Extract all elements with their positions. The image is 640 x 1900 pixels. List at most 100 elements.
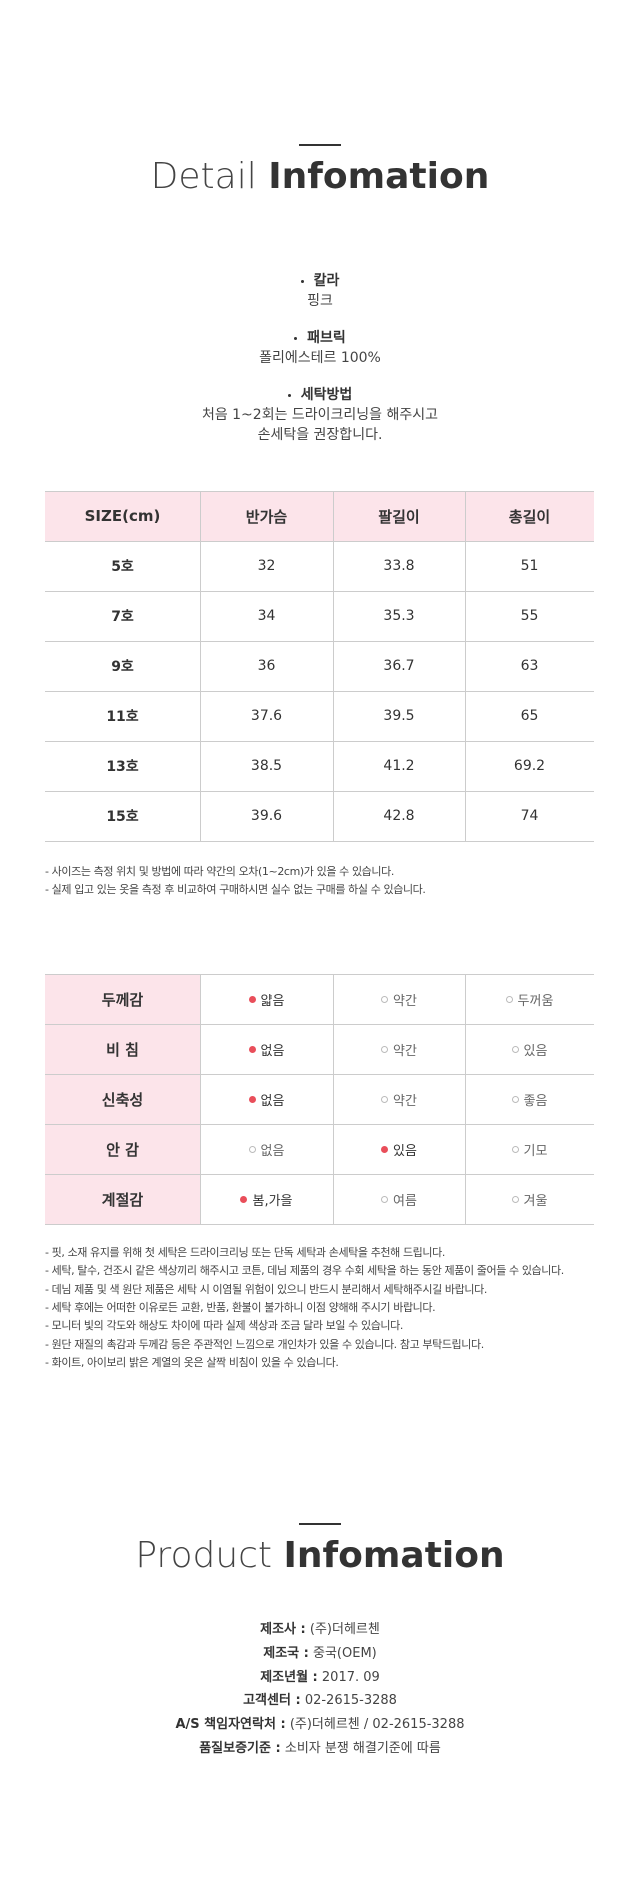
spec-label-text: 칼라 — [313, 273, 340, 289]
table-line — [45, 491, 594, 492]
option-text: 없음 — [260, 1143, 285, 1159]
spec-value: 폴리에스테르 100% — [259, 350, 381, 366]
property-option: 여름 — [333, 1174, 465, 1224]
care-note: - 데님 제품 및 색 원단 제품은 세탁 시 이염될 위험이 있으니 반드시 … — [45, 1282, 487, 1296]
property-option: 없음 — [200, 1074, 333, 1124]
option-dot — [240, 1195, 248, 1203]
size-cell: 51 — [520, 558, 539, 574]
size-cell: 69.2 — [513, 758, 546, 774]
size-cell: 33.8 — [383, 558, 415, 574]
table-line — [45, 741, 594, 742]
option-text: 두꺼움 — [517, 993, 554, 1009]
table-line — [45, 841, 594, 842]
title-bold: Infomation — [283, 1535, 505, 1576]
size-cell: 65 — [520, 708, 539, 724]
option-text: 기모 — [523, 1143, 548, 1159]
property-option: 약간 — [333, 974, 465, 1024]
property-option: 약간 — [333, 1024, 465, 1074]
option-dot — [381, 1045, 389, 1053]
spec-label: 칼라 — [0, 270, 640, 290]
property-option: 기모 — [465, 1124, 594, 1174]
spec-value: 핑크 — [307, 293, 333, 309]
option-text: 없음 — [260, 1043, 285, 1059]
property-option: 봄,가을 — [200, 1174, 333, 1224]
info-value: (주)더헤르첸 — [309, 1622, 380, 1637]
property-option: 좋음 — [465, 1074, 594, 1124]
size-cell: 38.5 — [250, 758, 283, 774]
product-info: 품질보증기준 : 소비자 분쟁 해결기준에 따름 — [0, 1737, 640, 1756]
size-cell: 39.6 — [250, 808, 283, 824]
column-line — [465, 491, 466, 841]
table-line — [45, 1124, 594, 1125]
size-cell: 42.8 — [383, 808, 415, 824]
property-label: 신축성 — [101, 1090, 144, 1109]
size-cell: 37.6 — [250, 708, 283, 724]
label-bg — [45, 1174, 200, 1224]
info-label: 제조년월 : — [260, 1669, 318, 1685]
bullet — [287, 393, 291, 397]
product-info: 제조년월 : 2017. 09 — [0, 1666, 640, 1685]
size-cell: 11호 — [106, 709, 139, 725]
spec-label-text: 세탁방법 — [300, 387, 353, 403]
option-text: 없음 — [260, 1093, 285, 1109]
info-value: 2017. 09 — [321, 1669, 380, 1685]
care-note: - 세탁 후에는 어떠한 이유로든 교환, 반품, 환불이 불가하니 이점 양해… — [45, 1300, 436, 1314]
table-line — [45, 791, 594, 792]
option-dot — [248, 995, 256, 1003]
property-option: 없음 — [200, 1124, 333, 1174]
title-light: Product — [135, 1535, 273, 1576]
option-text: 있음 — [523, 1043, 548, 1059]
label-bg — [45, 974, 200, 1024]
info-label: A/S 책임자연락처 : — [175, 1717, 286, 1733]
product-info: 고객센터 : 02-2615-3288 — [0, 1689, 640, 1708]
column-line — [200, 974, 201, 1224]
size-cell: 36.7 — [383, 658, 415, 674]
spec-value: 손세탁을 권장합니다. — [257, 427, 383, 443]
table-line — [45, 591, 594, 592]
product-info: A/S 책임자연락처 : (주)더헤르첸 / 02-2615-3288 — [0, 1713, 640, 1732]
header-cell: 반가슴 — [245, 507, 288, 526]
option-dot — [511, 1195, 519, 1203]
header-cell: 총길이 — [508, 507, 551, 526]
property-label: 계절감 — [101, 1190, 144, 1209]
option-dot — [381, 995, 389, 1003]
size-cell: 5호 — [111, 559, 134, 575]
product-info: 제조사 : (주)더헤르첸 — [0, 1618, 640, 1637]
size-cell: 41.2 — [383, 758, 415, 774]
option-dot — [381, 1195, 389, 1203]
property-option: 두꺼움 — [465, 974, 594, 1024]
size-cell: 13호 — [106, 759, 139, 775]
option-dot — [511, 1095, 519, 1103]
care-note: - 세탁, 탈수, 건조시 같은 색상끼리 해주시고 코튼, 데님 제품의 경우… — [45, 1264, 564, 1278]
property-option: 있음 — [333, 1124, 465, 1174]
option-text: 약간 — [393, 993, 417, 1009]
info-label: 품질보증기준 : — [199, 1741, 281, 1756]
title-bold: Infomation — [268, 156, 490, 197]
size-cell: 63 — [520, 658, 539, 674]
size-cell: 35.3 — [383, 608, 415, 624]
option-dot — [381, 1095, 389, 1103]
table-line — [45, 1074, 594, 1075]
option-text: 좋음 — [523, 1093, 548, 1109]
care-note: - 모니터 빛의 각도와 해상도 차이에 따라 실제 색상과 조금 달라 보일 … — [45, 1319, 403, 1333]
spec-label: 패브릭 — [0, 327, 640, 347]
property-label: 두께감 — [101, 990, 144, 1009]
property-option: 있음 — [465, 1024, 594, 1074]
size-cell: 74 — [520, 808, 539, 824]
info-label: 제조사 : — [260, 1622, 306, 1637]
title-rule — [299, 1523, 341, 1525]
table-line — [45, 541, 594, 542]
spec-label: 세탁방법 — [0, 384, 640, 404]
option-text: 봄,가을 — [252, 1193, 293, 1209]
care-note: - 핏, 소재 유지를 위해 첫 세탁은 드라이크리닝 또는 단독 세탁과 손세… — [45, 1246, 445, 1259]
header-bg — [45, 491, 594, 541]
property-label: 안 감 — [106, 1140, 139, 1159]
table-line — [45, 1174, 594, 1175]
option-dot — [248, 1145, 256, 1153]
size-cell: 32 — [257, 558, 276, 574]
option-dot — [248, 1045, 256, 1053]
table-line — [45, 974, 594, 975]
size-note: - 사이즈는 측정 위치 및 방법에 따라 약간의 오차(1~2cm)가 있을 … — [45, 865, 394, 878]
option-text: 약간 — [393, 1043, 417, 1059]
